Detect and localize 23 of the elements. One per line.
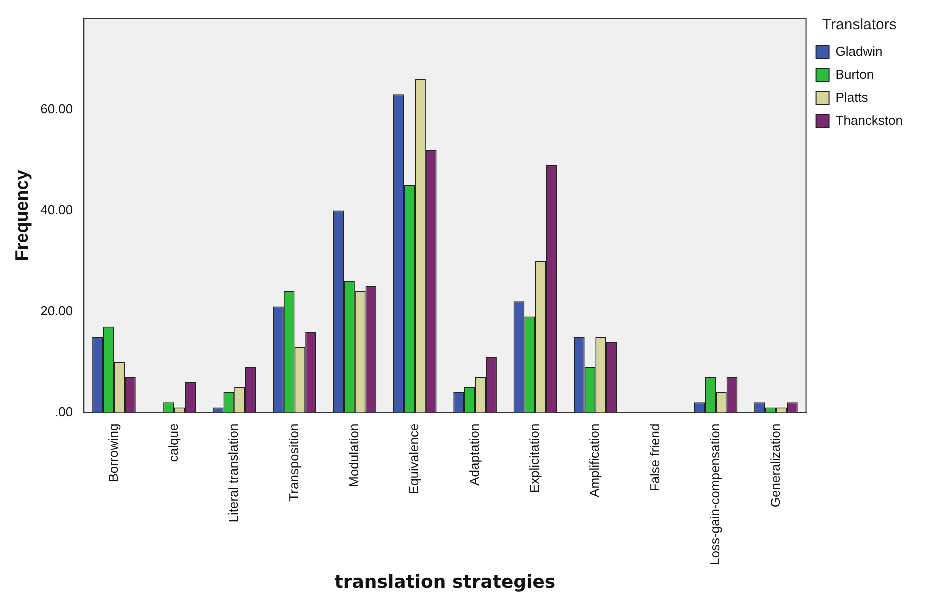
x-tick-label: False friend — [647, 424, 662, 492]
x-tick-label: Explicitation — [527, 424, 542, 494]
x-tick-label: calque — [166, 424, 181, 462]
x-tick-label: Generalization — [768, 424, 783, 508]
x-tick-label: Literal translation — [226, 424, 242, 523]
y-tick-label: 40.00 — [40, 202, 74, 218]
x-tick-label: Borrowing — [106, 424, 121, 482]
legend-label: Platts — [836, 90, 869, 106]
x-tick-label: Amplification — [587, 424, 602, 498]
y-tick-label: 20.00 — [40, 303, 74, 318]
y-axis-title: Frequency — [12, 170, 32, 262]
x-tick-label: Modulation — [346, 424, 362, 488]
legend-label: Thanckston — [836, 113, 903, 128]
x-axis-title: translation strategies — [334, 572, 556, 593]
legend-label: Gladwin — [836, 44, 883, 60]
x-tick-label: Adaptation — [466, 424, 482, 486]
y-tick-label: .00 — [55, 404, 74, 420]
x-tick-label: Loss-gain-compensation — [708, 424, 723, 566]
y-tick-label: 60.00 — [40, 101, 74, 116]
legend-title: Translators — [822, 16, 897, 34]
legend-label: Burton — [836, 67, 874, 82]
x-tick-label: Transposition — [286, 424, 302, 502]
x-tick-label: Equivalence — [406, 424, 422, 495]
